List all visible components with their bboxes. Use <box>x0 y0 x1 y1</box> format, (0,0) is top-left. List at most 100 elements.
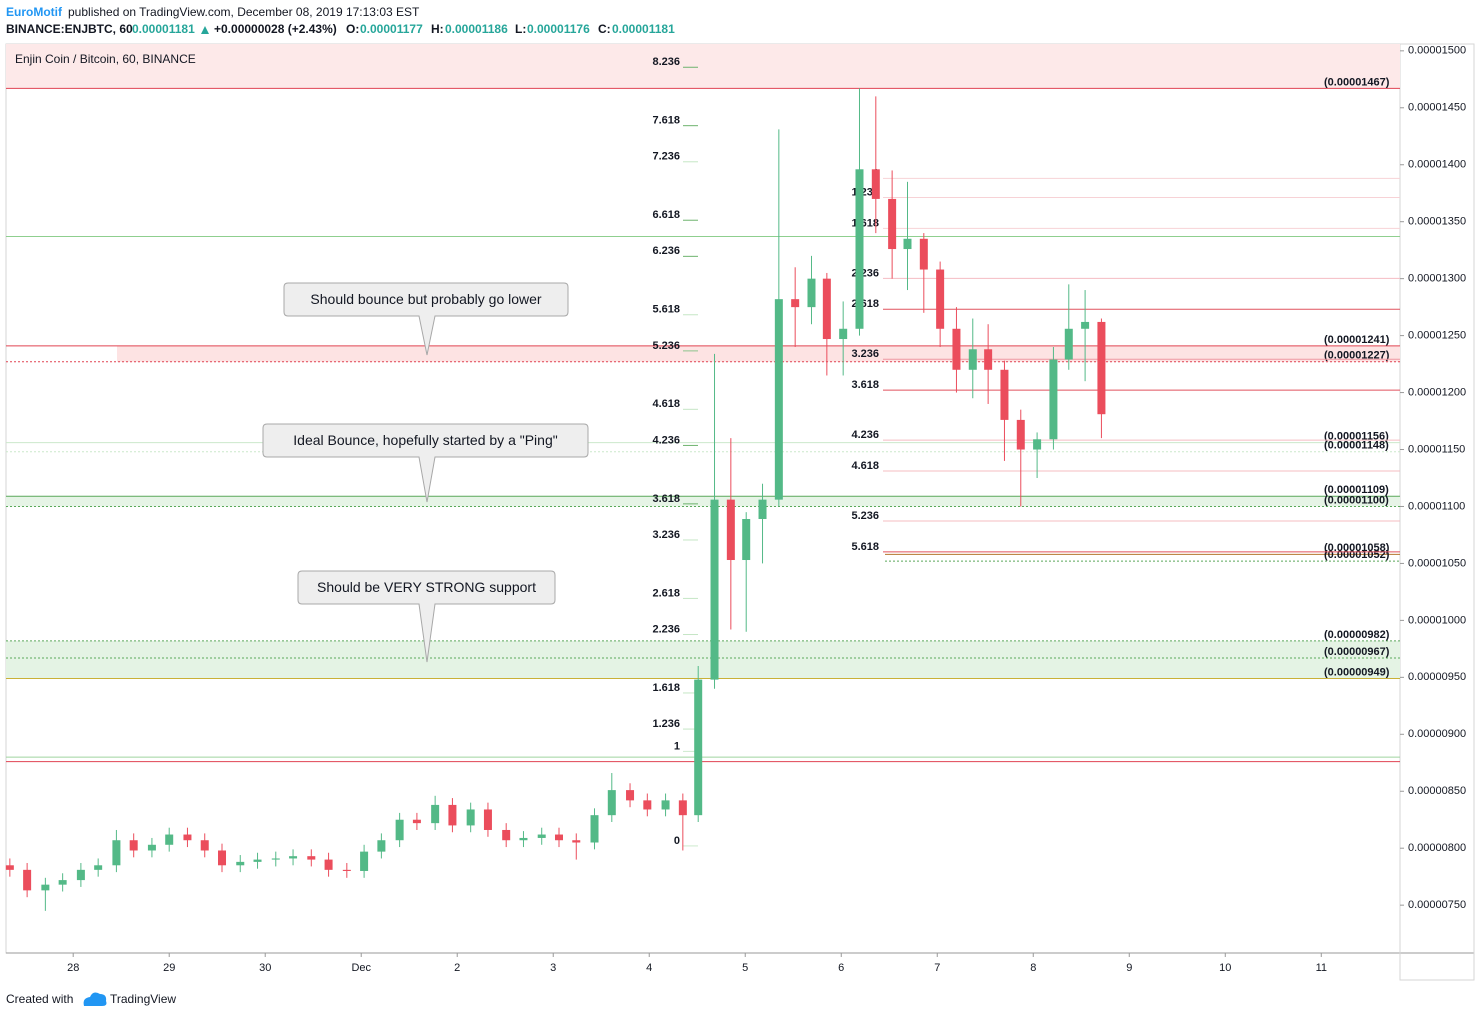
candle-body <box>626 790 635 801</box>
y-tick-label: 0.00001000 <box>1408 614 1466 626</box>
fib-label: 3.618 <box>652 493 680 505</box>
brand-logo <box>83 992 107 1006</box>
candle-body <box>41 884 50 891</box>
candle-body <box>839 328 848 340</box>
y-tick-label: 0.00001450 <box>1408 102 1466 114</box>
candle-body <box>726 499 735 561</box>
zone <box>117 345 1400 362</box>
level-label: (0.00001052) <box>1324 549 1390 561</box>
candle-body <box>519 837 528 841</box>
fib-label: 6.236 <box>652 245 680 257</box>
fib-label: 0 <box>674 835 680 847</box>
candle-body <box>448 804 457 826</box>
candle-body <box>307 856 316 860</box>
candle-body <box>694 679 703 816</box>
candle-body <box>112 840 121 866</box>
chart-title: Enjin Coin / Bitcoin, 60, BINANCE <box>15 52 196 66</box>
candle-body <box>822 278 831 340</box>
candle-body <box>289 856 298 859</box>
y-tick-label: 0.00000800 <box>1408 842 1466 854</box>
fib-label: 4.618 <box>851 460 879 472</box>
candle-body <box>710 499 719 680</box>
candle-body <box>5 865 14 870</box>
fib-label: 1.236 <box>652 718 680 730</box>
fib-label: 4.236 <box>851 429 879 441</box>
candle-body <box>871 169 880 199</box>
candle-body <box>1016 419 1025 450</box>
x-tick-label: 29 <box>163 962 175 974</box>
candle-body <box>1000 369 1009 420</box>
candle-body <box>183 834 192 841</box>
candle-body <box>855 169 864 329</box>
y-tick-label: 0.00000750 <box>1408 899 1466 911</box>
fib-label: 4.236 <box>652 434 680 446</box>
candle-body <box>342 869 351 871</box>
level-label: (0.00001109) <box>1324 484 1389 496</box>
candle-body <box>742 519 751 561</box>
candle-body <box>919 238 928 270</box>
candle-body <box>678 800 687 816</box>
callout-text: Should be VERY STRONG support <box>317 579 536 595</box>
candle-body <box>502 829 511 841</box>
level-label: (0.00001467) <box>1324 76 1390 88</box>
level-label: (0.00001241) <box>1324 334 1390 346</box>
candle-body <box>984 349 993 370</box>
y-tick-label: 0.00000900 <box>1408 728 1466 740</box>
candle-body <box>661 800 670 810</box>
close-value: 0.00001181 <box>612 22 675 36</box>
candle-body <box>807 278 816 308</box>
y-tick-label: 0.00000950 <box>1408 671 1466 683</box>
candle-body <box>466 809 475 826</box>
x-tick-label: 3 <box>550 962 556 974</box>
fib-label: 2.236 <box>652 623 680 635</box>
x-tick-label: 28 <box>67 962 79 974</box>
candle-body <box>590 815 599 843</box>
candle-body <box>1064 328 1073 360</box>
fib-label: 5.236 <box>851 510 879 522</box>
fib-label: 5.236 <box>652 340 680 352</box>
candle-body <box>395 819 404 841</box>
candle-body <box>903 238 912 250</box>
high-key: H: <box>431 22 444 36</box>
level-label: (0.00001156) <box>1324 431 1389 443</box>
fib-label: 1.618 <box>652 682 680 694</box>
zone <box>6 496 1400 507</box>
level-label: (0.00001148) <box>1324 440 1389 452</box>
candle-body <box>58 880 67 885</box>
fib-label: 8.236 <box>652 56 680 68</box>
y-tick-label: 0.00001500 <box>1408 45 1466 57</box>
fib-label: 3.236 <box>851 348 879 360</box>
candle-body <box>431 804 440 824</box>
level-label: (0.00000982) <box>1324 629 1390 641</box>
x-tick-label: Dec <box>351 962 371 974</box>
level-label: (0.00001227) <box>1324 350 1390 362</box>
y-tick-label: 0.00001050 <box>1408 557 1466 569</box>
y-tick-label: 0.00001100 <box>1408 500 1465 512</box>
candle-body <box>147 844 156 851</box>
y-tick-label: 0.00001400 <box>1408 159 1466 171</box>
up-arrow <box>201 26 209 34</box>
zone <box>6 44 1400 89</box>
candle-body <box>253 859 262 862</box>
author: EuroMotif <box>6 5 63 19</box>
fib-label: 2.618 <box>652 587 680 599</box>
y-tick-label: 0.00000850 <box>1408 785 1466 797</box>
layer: (0.00001467) (0.00001241) (0.00001227) (0.0… <box>5 44 1400 911</box>
candle-body <box>968 349 977 370</box>
candle-body <box>888 198 897 250</box>
x-tick-label: 2 <box>454 962 460 974</box>
candle-body <box>758 499 767 520</box>
y-tick-label: 0.00001300 <box>1408 273 1466 285</box>
level-label: (0.00000949) <box>1324 666 1390 678</box>
price-axis <box>1399 43 1475 981</box>
fib-label: 7.618 <box>652 115 680 127</box>
candle-body <box>94 865 103 870</box>
open-value: 0.00001177 <box>360 22 423 36</box>
x-tick-label: 7 <box>934 962 940 974</box>
candle-body <box>1049 359 1058 440</box>
fib-label: 5.618 <box>652 304 680 316</box>
callout-box <box>262 423 589 503</box>
x-tick-label: 30 <box>259 962 271 974</box>
fib-label: 6.618 <box>652 209 680 221</box>
